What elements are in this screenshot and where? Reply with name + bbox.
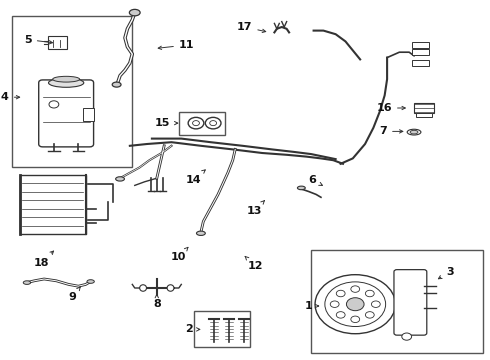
FancyBboxPatch shape	[394, 270, 427, 335]
Bar	[20, 175, 86, 234]
Circle shape	[330, 301, 339, 307]
Circle shape	[315, 275, 395, 334]
Ellipse shape	[410, 130, 418, 134]
Ellipse shape	[24, 281, 30, 284]
FancyBboxPatch shape	[39, 80, 94, 147]
Circle shape	[371, 301, 380, 307]
Circle shape	[402, 333, 412, 340]
Circle shape	[49, 101, 59, 108]
Circle shape	[210, 121, 217, 126]
Ellipse shape	[129, 9, 140, 16]
Bar	[412, 42, 429, 48]
Ellipse shape	[53, 76, 79, 82]
Text: 12: 12	[245, 256, 263, 271]
Ellipse shape	[407, 129, 421, 135]
Bar	[416, 113, 432, 117]
Circle shape	[366, 312, 374, 318]
Circle shape	[336, 312, 345, 318]
Circle shape	[336, 290, 345, 297]
Text: 17: 17	[237, 22, 266, 32]
Ellipse shape	[112, 82, 121, 87]
Circle shape	[193, 121, 199, 126]
Ellipse shape	[297, 186, 305, 190]
Text: 9: 9	[68, 287, 80, 302]
Ellipse shape	[140, 285, 147, 291]
Text: 2: 2	[185, 324, 200, 334]
Bar	[412, 60, 429, 66]
Text: 10: 10	[171, 247, 188, 262]
Text: 3: 3	[439, 267, 454, 279]
Text: 18: 18	[33, 251, 53, 268]
Circle shape	[351, 286, 360, 292]
Bar	[12, 16, 132, 167]
Circle shape	[325, 282, 386, 327]
Bar	[414, 103, 434, 113]
Bar	[311, 250, 483, 353]
Text: 11: 11	[158, 40, 195, 50]
Ellipse shape	[116, 177, 124, 181]
Circle shape	[351, 316, 360, 323]
Text: 15: 15	[155, 118, 178, 128]
Circle shape	[346, 298, 364, 311]
Ellipse shape	[167, 285, 174, 291]
Text: 16: 16	[376, 103, 405, 113]
Bar	[83, 108, 94, 121]
Ellipse shape	[196, 231, 205, 235]
Text: 1: 1	[304, 301, 319, 311]
Text: 5: 5	[24, 35, 52, 45]
Ellipse shape	[49, 78, 84, 87]
Circle shape	[205, 117, 221, 129]
Bar	[179, 112, 225, 135]
Text: 14: 14	[185, 170, 205, 185]
Circle shape	[188, 117, 204, 129]
Text: 8: 8	[153, 294, 161, 309]
Circle shape	[366, 290, 374, 297]
Bar	[48, 36, 67, 49]
Text: 6: 6	[308, 175, 322, 185]
Ellipse shape	[87, 280, 94, 283]
Bar	[412, 49, 429, 55]
Text: 7: 7	[379, 126, 403, 136]
Text: 4: 4	[1, 92, 20, 102]
Bar	[194, 311, 250, 347]
Text: 13: 13	[247, 201, 265, 216]
